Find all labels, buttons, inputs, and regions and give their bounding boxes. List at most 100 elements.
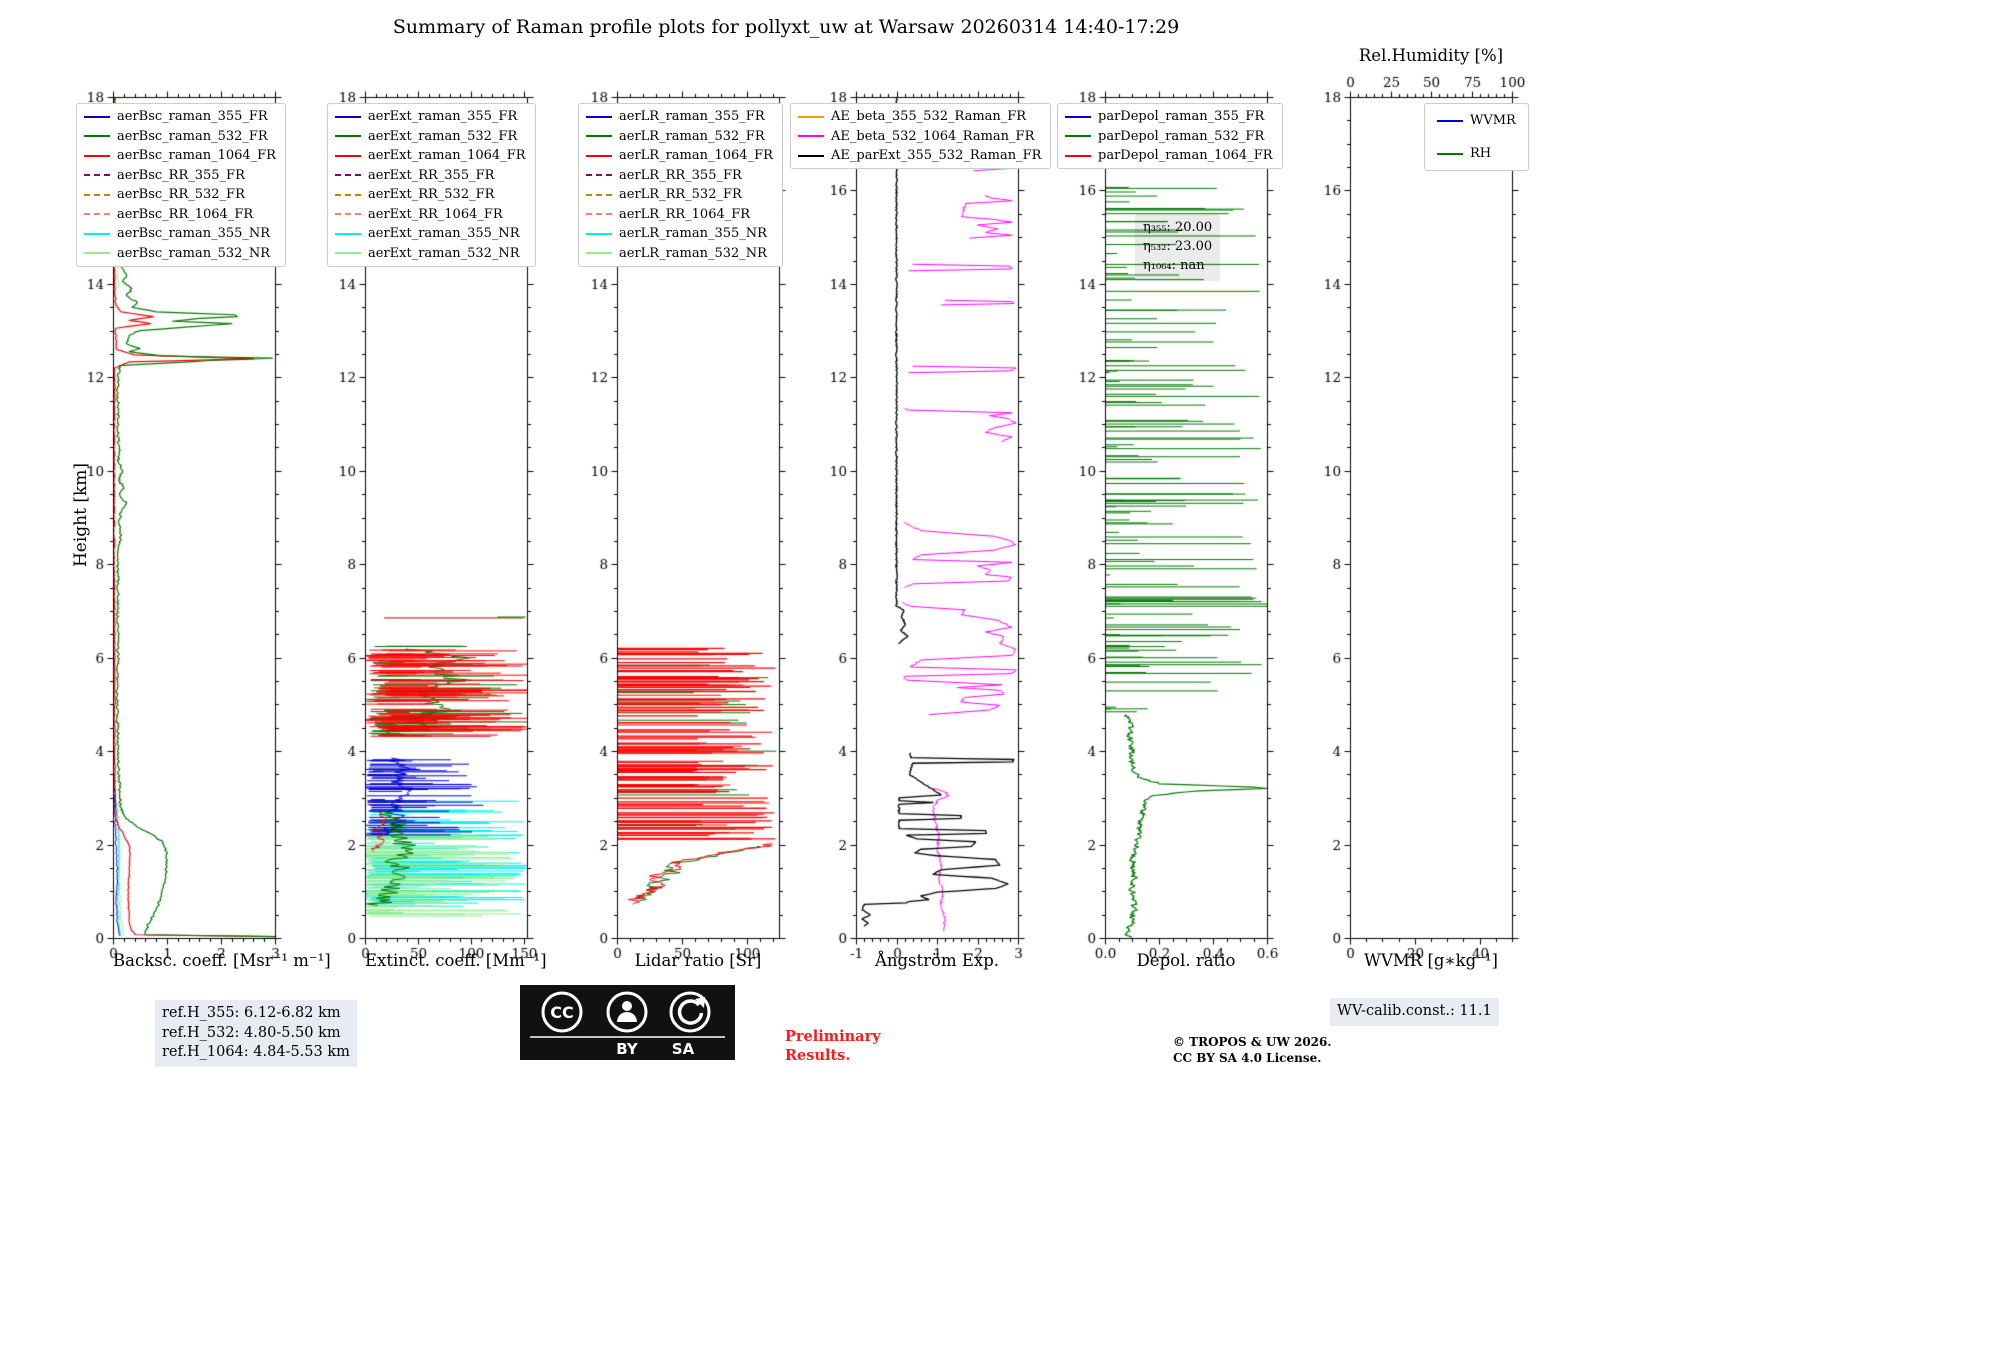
cc-icon-label: CC	[550, 1003, 573, 1022]
legend-backscatter: aerBsc_raman_355_FR aerBsc_raman_532_FR ae…	[76, 103, 286, 267]
legend-line-sample	[586, 174, 612, 176]
legend-line-sample	[586, 213, 612, 215]
y-axis-label: Height [km]	[71, 462, 91, 568]
attribution-head	[622, 1001, 632, 1011]
eta-value: η₁₀₆₄: nan	[1143, 257, 1205, 273]
legend-item: aerExt_RR_1064_FR	[335, 207, 526, 222]
copyright-note: © TROPOS & UW 2026. CC BY SA 4.0 License…	[1173, 1034, 1332, 1066]
legend-item: parDepol_raman_1064_FR	[1065, 148, 1273, 163]
x-axis-label-depol: Depol. ratio	[1136, 951, 1236, 970]
legend-line-sample	[1065, 135, 1091, 137]
cc-icon	[541, 991, 583, 1033]
legend-item: RH	[1437, 146, 1516, 161]
legend-label: parDepol_raman_532_FR	[1098, 128, 1265, 144]
share-alike-icon	[669, 991, 711, 1033]
legend-item: aerLR_raman_355_FR	[586, 109, 773, 124]
legend-label: aerBsc_raman_1064_FR	[117, 148, 276, 163]
x-axis-label-lidar-ratio: Lidar ratio [Sr]	[634, 951, 762, 970]
legend-item: aerLR_RR_1064_FR	[586, 207, 773, 222]
legend-line-sample	[586, 193, 612, 196]
legend-label: aerLR_RR_355_FR	[619, 167, 742, 183]
x-axis-label-extinction: Extinct. coeff. [Mm⁻¹]	[365, 951, 547, 970]
legend-line-sample	[84, 252, 110, 254]
legend-depol: parDepol_raman_355_FR parDepol_raman_532_…	[1057, 103, 1283, 169]
legend-label: AE_parExt_355_532_Raman_FR	[831, 148, 1042, 163]
legend-item: aerExt_raman_532_FR	[335, 129, 526, 144]
legend-label: AE_beta_532_1064_Raman_FR	[831, 128, 1035, 144]
share-alike-arrow	[677, 999, 704, 1025]
legend-label: aerBsc_RR_355_FR	[117, 167, 245, 183]
x-axis-label-backscatter: Backsc. coeff. [Msr⁻¹ m⁻¹]	[113, 951, 331, 970]
legend-item: AE_parExt_355_532_Raman_FR	[798, 148, 1041, 163]
legend-item: aerLR_raman_532_FR	[586, 129, 773, 144]
legend-line-sample	[335, 135, 361, 137]
legend-line-sample	[335, 115, 361, 118]
legend-label: aerExt_RR_355_FR	[368, 167, 495, 183]
eta-value: η₃₅₅: 20.00	[1143, 220, 1213, 235]
legend-item: aerLR_RR_532_FR	[586, 187, 773, 202]
legend-label: aerExt_RR_1064_FR	[368, 206, 503, 222]
legend-line-sample	[1437, 152, 1463, 155]
legend-line-sample	[586, 154, 612, 157]
legend-label: aerExt_raman_1064_FR	[368, 148, 526, 163]
legend-line-sample	[1065, 154, 1091, 157]
cc-license-badge: CC BY SA	[520, 985, 735, 1060]
legend-item: aerLR_RR_355_FR	[586, 168, 773, 183]
legend-line-sample	[335, 193, 361, 196]
legend-label: parDepol_raman_1064_FR	[1098, 148, 1273, 163]
legend-item: WVMR	[1437, 113, 1516, 128]
legend-label: aerLR_raman_532_FR	[619, 128, 765, 144]
share-alike-arrowhead	[695, 997, 705, 1008]
legend-line-sample	[335, 213, 361, 215]
ref-h-1064: ref.H_1064: 4.84-5.53 km	[162, 1044, 350, 1061]
legend-angstrom: AE_beta_355_532_Raman_FR AE_beta_532_1064…	[790, 103, 1052, 169]
legend-line-sample	[586, 232, 612, 235]
legend-line-sample	[84, 213, 110, 215]
legend-label: aerBsc_raman_532_NR	[117, 245, 271, 261]
legend-label: aerLR_raman_532_NR	[619, 245, 767, 261]
ref-h-532: ref.H_532: 4.80-5.50 km	[162, 1024, 341, 1041]
copyright-line-1: © TROPOS & UW 2026.	[1173, 1035, 1332, 1049]
legend-item: aerBsc_RR_1064_FR	[84, 207, 276, 222]
legend-label: aerBsc_RR_532_FR	[117, 187, 245, 202]
legend-label: parDepol_raman_355_FR	[1098, 109, 1265, 124]
legend-item: aerExt_raman_355_NR	[335, 226, 526, 241]
legend-label: aerBsc_raman_355_FR	[117, 109, 268, 124]
legend-line-sample	[84, 193, 110, 196]
legend-item: aerExt_raman_532_NR	[335, 246, 526, 261]
copyright-line-2: CC BY SA 4.0 License.	[1173, 1051, 1322, 1066]
reference-height-box: ref.H_355: 6.12-6.82 km ref.H_532: 4.80-…	[155, 1000, 357, 1067]
legend-label: aerBsc_RR_1064_FR	[117, 206, 254, 222]
legend-line-sample	[335, 232, 361, 235]
cc-by-label: BY	[616, 1040, 639, 1058]
legend-line-sample	[1437, 119, 1463, 122]
legend-label: WVMR	[1470, 113, 1516, 128]
legend-item: aerExt_raman_1064_FR	[335, 148, 526, 163]
legend-label: aerExt_RR_532_FR	[368, 187, 495, 202]
legend-item: aerExt_RR_532_FR	[335, 187, 526, 202]
legend-wvmr: WVMR RH	[1424, 103, 1529, 171]
legend-line-sample	[586, 115, 612, 118]
legend-line-sample	[1065, 115, 1091, 118]
legend-item: aerLR_raman_1064_FR	[586, 148, 773, 163]
attribution-body	[617, 1012, 637, 1022]
legend-label: aerExt_raman_532_NR	[368, 245, 520, 261]
ref-h-355: ref.H_355: 6.12-6.82 km	[162, 1005, 341, 1021]
legend-line-sample	[798, 154, 824, 157]
legend-item: AE_beta_355_532_Raman_FR	[798, 109, 1041, 124]
legend-item: aerBsc_raman_532_NR	[84, 246, 276, 261]
legend-item: aerLR_raman_532_NR	[586, 246, 773, 261]
legend-line-sample	[798, 135, 824, 137]
legend-label: aerBsc_raman_355_NR	[117, 226, 271, 241]
legend-label: aerLR_raman_355_FR	[619, 109, 765, 124]
legend-line-sample	[84, 115, 110, 118]
legend-item: aerLR_raman_355_NR	[586, 226, 773, 241]
page-title: Summary of Raman profile plots for polly…	[392, 16, 1180, 38]
legend-item: aerBsc_RR_355_FR	[84, 168, 276, 183]
legend-label: aerLR_raman_355_NR	[619, 226, 767, 241]
legend-item: aerBsc_raman_355_NR	[84, 226, 276, 241]
legend-line-sample	[335, 252, 361, 254]
legend-line-sample	[798, 115, 824, 118]
